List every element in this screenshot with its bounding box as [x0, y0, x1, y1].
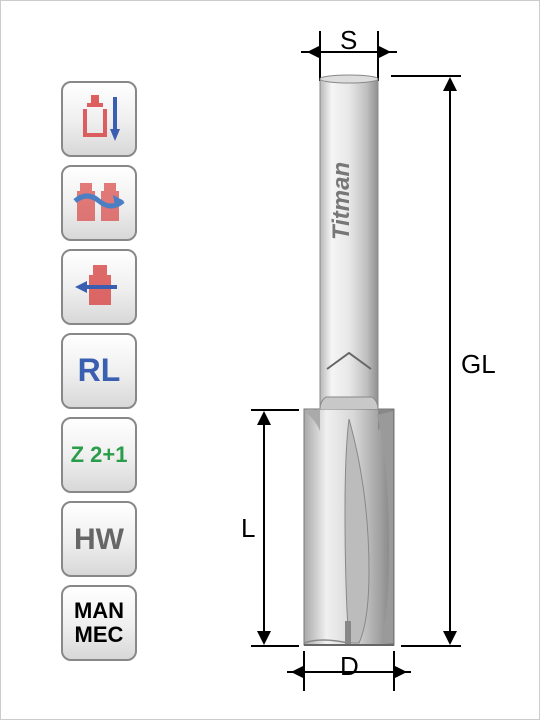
hw-icon: HW	[61, 501, 137, 577]
manmec-line1: MAN	[74, 599, 124, 623]
brand-text: Titman	[328, 162, 355, 240]
tool-diagram: S GL L D	[221, 31, 521, 691]
rl-icon: RL	[61, 333, 137, 409]
lateral-icon	[61, 249, 137, 325]
rl-label: RL	[78, 353, 121, 388]
tool-svg: Titman	[221, 31, 521, 691]
icons-panel: RL Z 2+1 HW MAN MEC	[61, 81, 137, 661]
manmec-line2: MEC	[74, 623, 124, 647]
z21-label: Z 2+1	[71, 443, 128, 467]
manmec-icon: MAN MEC	[61, 585, 137, 661]
manmec-label: MAN MEC	[74, 599, 124, 647]
diagram-container: RL Z 2+1 HW MAN MEC S GL	[0, 0, 540, 720]
multi-pass-icon	[61, 165, 137, 241]
plunge-icon	[61, 81, 137, 157]
hw-label: HW	[74, 523, 124, 556]
z21-icon: Z 2+1	[61, 417, 137, 493]
